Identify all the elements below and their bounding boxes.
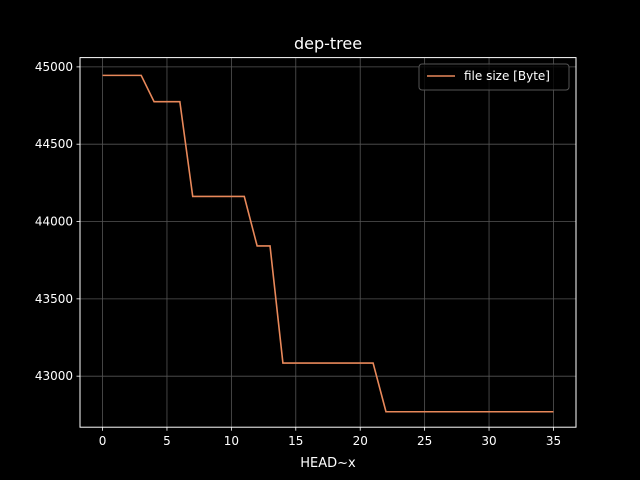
chart-title: dep-tree	[294, 34, 362, 53]
x-tick-label: 30	[481, 434, 496, 448]
y-tick-label: 43000	[35, 369, 73, 383]
y-tick-label: 45000	[35, 60, 73, 74]
plot-area-frame	[79, 57, 577, 428]
x-axis-label: HEAD~x	[300, 456, 356, 471]
legend-box	[418, 63, 570, 91]
x-tick-label: 10	[224, 434, 239, 448]
y-tick-label: 43500	[35, 292, 73, 306]
axis-ticks: 0 5 10 15 20 25 30 35 43000 43500 44000 44500 45000	[35, 60, 561, 448]
x-tick-label: 20	[353, 434, 368, 448]
y-tick-label: 44000	[35, 215, 73, 229]
series-line-file-size	[102, 74, 554, 413]
legend-label-file-size: file size [Byte]	[464, 69, 550, 83]
x-tick-label: 15	[288, 434, 303, 448]
x-tick-label: 25	[417, 434, 432, 448]
x-tick-label: 35	[546, 434, 561, 448]
legend: file size [Byte]	[418, 63, 570, 91]
y-tick-label: 44500	[35, 137, 73, 151]
grid	[80, 57, 576, 428]
x-tick-label: 5	[163, 434, 171, 448]
x-tick-label: 0	[99, 434, 107, 448]
